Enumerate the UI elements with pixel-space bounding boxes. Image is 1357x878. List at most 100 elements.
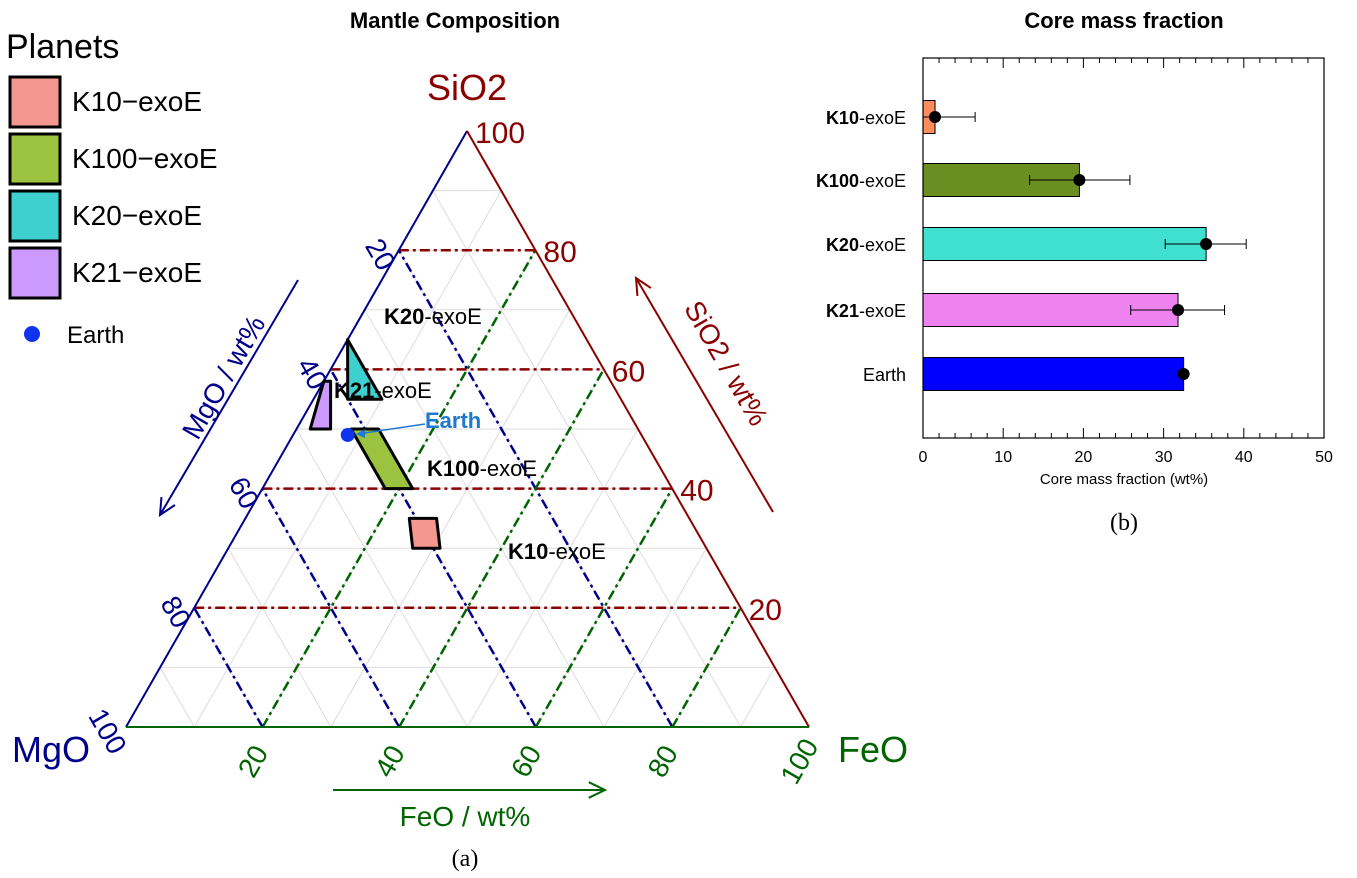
sio2-axis-edge <box>466 130 810 728</box>
x-tick-label: 0 <box>919 449 928 466</box>
legend-swatch <box>8 132 62 186</box>
grid-line-feo <box>330 309 571 728</box>
category-label: K20-exoE <box>826 235 906 255</box>
category-label-rest: Earth <box>863 365 906 385</box>
legend-item-label: K10−exoE <box>72 86 202 117</box>
x-tick-label: 50 <box>1315 449 1333 466</box>
mgo-axis-edge <box>125 130 468 728</box>
category-label: K10-exoE <box>826 108 906 128</box>
bar <box>922 357 1185 391</box>
mgo-major-line <box>193 607 264 728</box>
category-label: K21-exoE <box>826 301 906 321</box>
sio2-tick-label: 60 <box>612 355 645 388</box>
legend-earth-marker <box>24 326 40 342</box>
grid-line-feo <box>193 190 502 728</box>
bar-value-point <box>1172 304 1185 316</box>
category-label-bold: K100 <box>816 171 859 191</box>
sio2-axis-arrow <box>635 277 774 513</box>
sio2-tick-label: 100 <box>475 117 525 150</box>
mgo-axis-arrow <box>159 279 299 516</box>
legend-item-label: K100−exoE <box>72 143 218 174</box>
x-tick-label: 30 <box>1155 449 1173 466</box>
region-label-rest: -exoE <box>548 539 605 564</box>
vertex-label-mgo: MgO <box>12 729 90 770</box>
grid-line-feo <box>603 547 707 728</box>
grid-line-mgo <box>364 309 605 728</box>
feo-axis-title: FeO / wt% <box>400 801 531 832</box>
grid-line-feo <box>740 667 776 728</box>
bar-value-point <box>1073 174 1086 186</box>
earth-marker <box>340 427 355 442</box>
region-label-bold: K20 <box>384 304 424 329</box>
grid-line-mgo <box>432 190 742 728</box>
mgo-tick-label: 80 <box>155 591 197 633</box>
grid-line-mgo <box>159 667 195 728</box>
bar-value-point <box>1177 368 1190 380</box>
legend-title: Planets <box>6 28 119 66</box>
category-label: Earth <box>863 365 906 385</box>
mgo-tick-label: 20 <box>359 233 401 275</box>
region-label-k20: K20-exoE <box>384 304 482 329</box>
x-tick-label: 10 <box>994 449 1012 466</box>
region-label-k21: K21-exoE <box>334 378 432 403</box>
category-label-bold: K21 <box>826 301 859 321</box>
feo-tick-label: 40 <box>368 740 410 782</box>
feo-tick-label: 100 <box>774 733 824 789</box>
category-label-rest: -exoE <box>859 301 906 321</box>
region-label-bold: K21 <box>334 378 374 403</box>
region-k100 <box>349 427 415 491</box>
x-tick-label: 40 <box>1235 449 1253 466</box>
feo-major-line <box>671 607 742 728</box>
feo-major-line <box>398 368 605 728</box>
category-label-rest: -exoE <box>859 235 906 255</box>
legend-item-label: K21−exoE <box>72 257 202 288</box>
bar-panel: Core mass fractionK10-exoEK100-exoEK20-e… <box>816 8 1333 536</box>
region-label-k100: K100-exoE <box>427 456 537 481</box>
feo-tick-label: 20 <box>232 740 274 782</box>
sio2-tick-label: 80 <box>543 236 576 269</box>
grid-line-mgo <box>227 547 332 728</box>
mgo-axis-title: MgO / wt% <box>176 310 271 444</box>
region-k21 <box>308 379 333 431</box>
vertex-label-feo: FeO <box>838 729 908 770</box>
region-k10 <box>407 516 442 550</box>
category-label-bold: K20 <box>826 235 859 255</box>
bar-chart-title: Core mass fraction <box>1024 8 1223 33</box>
plot-frame <box>922 57 1325 439</box>
mgo-major-line <box>261 487 401 728</box>
category-label-bold: K10 <box>826 108 859 128</box>
bar-value-point <box>1200 238 1213 250</box>
sio2-axis-arrow-head <box>634 276 652 297</box>
ternary-title: Mantle Composition <box>350 8 560 33</box>
bar <box>922 227 1207 261</box>
mgo-axis-arrow-head <box>158 496 176 517</box>
sio2-axis-title: SiO2 / wt% <box>678 296 774 431</box>
category-label-rest: -exoE <box>859 171 906 191</box>
x-tick-label: 20 <box>1075 449 1093 466</box>
region-label-rest: -exoE <box>374 378 431 403</box>
bar-value-point <box>929 111 942 123</box>
feo-tick-label: 60 <box>505 740 547 782</box>
region-label-bold: K10 <box>508 539 548 564</box>
earth-pointer-head <box>355 428 366 438</box>
x-axis-label: Core mass fraction (wt%) <box>1040 471 1208 488</box>
grid-line-feo <box>467 428 639 728</box>
legend-swatch <box>8 189 62 243</box>
panel-label-a: (a) <box>452 846 479 872</box>
region-k20 <box>346 338 384 401</box>
earth-label: Earth <box>425 408 481 433</box>
legend-earth-label: Earth <box>67 322 124 349</box>
region-label-rest: -exoE <box>424 304 481 329</box>
panel-label-b: (b) <box>1110 510 1138 536</box>
feo-axis-arrow-head <box>588 781 608 799</box>
sio2-tick-label: 40 <box>680 475 713 508</box>
feo-major-line <box>534 487 674 728</box>
category-label-rest: -exoE <box>859 108 906 128</box>
region-label-rest: -exoE <box>480 456 537 481</box>
vertex-label-sio2: SiO2 <box>427 67 507 108</box>
legend-swatch <box>8 75 62 129</box>
earth-pointer-line <box>357 423 426 435</box>
legend-item-label: K20−exoE <box>72 200 202 231</box>
